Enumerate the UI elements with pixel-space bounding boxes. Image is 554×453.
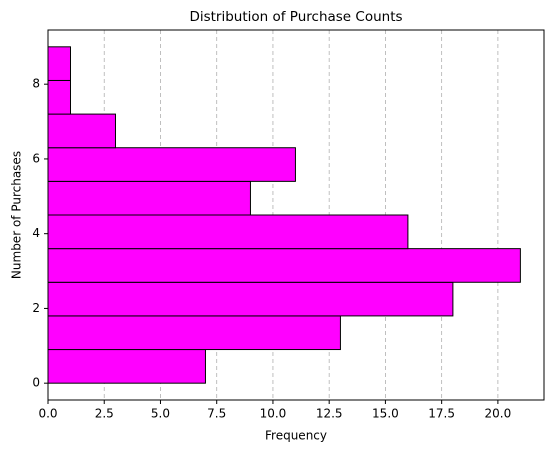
x-tick-label: 7.5 (207, 407, 226, 421)
bar (47, 315, 341, 351)
y-axis-label: Number of Purchases (10, 151, 24, 279)
x-tick-label: 12.5 (316, 407, 343, 421)
x-axis-label: Frequency (265, 429, 327, 443)
bar (47, 248, 521, 283)
x-tick-label: 10.0 (260, 407, 287, 421)
x-tick-label: 5.0 (151, 407, 170, 421)
x-tick-label: 20.0 (485, 407, 512, 421)
bar (47, 46, 71, 81)
y-tick-label: 0 (32, 376, 40, 390)
bar (47, 349, 206, 384)
x-tick-label: 15.0 (372, 407, 399, 421)
bar (47, 113, 116, 149)
bar (47, 214, 409, 250)
chart-title: Distribution of Purchase Counts (189, 9, 402, 25)
x-tick-label: 0.0 (38, 407, 57, 421)
x-tick-label: 2.5 (95, 407, 114, 421)
y-tick-label: 6 (32, 151, 40, 165)
y-tick-label: 2 (32, 301, 40, 315)
x-tick-label: 17.5 (428, 407, 455, 421)
axes-frame (47, 29, 545, 401)
bar (47, 79, 71, 115)
y-tick-label: 8 (32, 77, 40, 91)
bar (47, 180, 251, 216)
bar (47, 281, 454, 317)
bar (47, 147, 296, 182)
y-tick-label: 4 (32, 226, 40, 240)
